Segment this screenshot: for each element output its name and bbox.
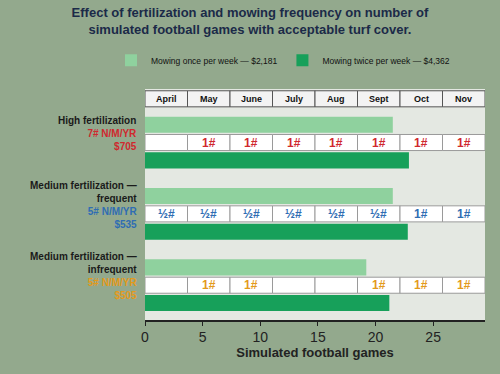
svg-text:Medium fertilization —frequent: Medium fertilization —frequent5# N/M/YR$…	[30, 180, 137, 230]
svg-text:June: June	[241, 94, 262, 104]
svg-text:July: July	[285, 94, 303, 104]
svg-text:1#: 1#	[414, 278, 428, 292]
svg-text:High fertilization7# N/M/YR$70: High fertilization7# N/M/YR$705	[58, 115, 137, 152]
svg-text:Oct: Oct	[414, 94, 429, 104]
svg-text:½#: ½#	[158, 207, 175, 221]
svg-text:Effect of fertilization and mo: Effect of fertilization and mowing frequ…	[72, 5, 429, 37]
svg-text:1#: 1#	[244, 278, 258, 292]
svg-text:½#: ½#	[243, 207, 260, 221]
svg-text:15: 15	[310, 329, 326, 345]
svg-text:Simulated football games: Simulated football games	[236, 345, 393, 360]
svg-text:½#: ½#	[200, 207, 217, 221]
svg-text:25: 25	[425, 329, 441, 345]
svg-text:1#: 1#	[414, 136, 428, 150]
svg-text:1#: 1#	[457, 207, 471, 221]
svg-text:1#: 1#	[287, 136, 301, 150]
svg-text:1#: 1#	[414, 207, 428, 221]
svg-text:1#: 1#	[457, 136, 471, 150]
svg-text:1#: 1#	[372, 278, 386, 292]
svg-text:5: 5	[199, 329, 207, 345]
svg-text:½#: ½#	[370, 207, 387, 221]
svg-text:Mowing twice per week — $4,362: Mowing twice per week — $4,362	[322, 56, 449, 66]
svg-text:0: 0	[141, 329, 149, 345]
svg-text:1#: 1#	[244, 136, 258, 150]
svg-text:½#: ½#	[328, 207, 345, 221]
svg-text:May: May	[200, 94, 218, 104]
svg-text:Nov: Nov	[455, 94, 472, 104]
svg-text:April: April	[156, 94, 177, 104]
svg-text:1#: 1#	[202, 278, 216, 292]
svg-text:1#: 1#	[372, 136, 386, 150]
svg-text:1#: 1#	[202, 136, 216, 150]
svg-text:1#: 1#	[457, 278, 471, 292]
svg-text:Aug: Aug	[327, 94, 345, 104]
svg-text:Sept: Sept	[369, 94, 389, 104]
svg-text:Medium fertilization —infreque: Medium fertilization —infrequent5# N/M/Y…	[30, 251, 137, 301]
svg-text:½#: ½#	[285, 207, 302, 221]
svg-text:10: 10	[252, 329, 268, 345]
svg-text:20: 20	[368, 329, 384, 345]
svg-text:1#: 1#	[329, 136, 343, 150]
svg-text:Mowing once per week — $2,181: Mowing once per week — $2,181	[151, 56, 277, 66]
